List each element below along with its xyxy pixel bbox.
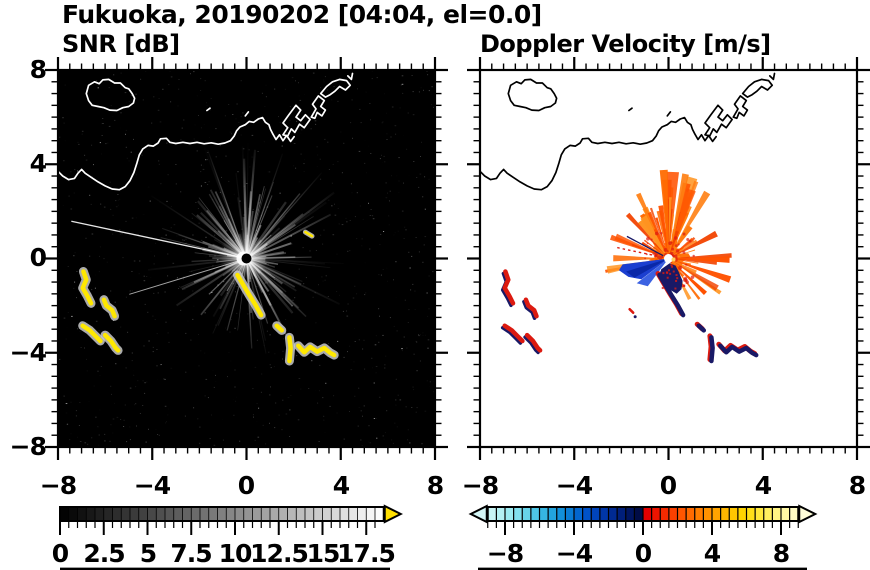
snr-colorbar-label: 10 (218, 539, 253, 568)
snr-colorbar-label: 15 (306, 539, 341, 568)
doppler-panel-subtitle: Doppler Velocity [m/s] (480, 30, 771, 58)
snr-colorbar-label: 17.5 (337, 539, 396, 568)
x-tick-label: 8 (848, 471, 866, 500)
y-tick-label: −4 (9, 338, 47, 367)
doppler-colorbar-label: 0 (634, 539, 652, 568)
snr-panel (58, 70, 435, 447)
snr-colorbar-label: 12.5 (250, 539, 309, 568)
doppler-colorbar-label: 8 (772, 539, 790, 568)
doppler-colorbar-label: 4 (703, 539, 721, 568)
x-tick-label: 8 (426, 471, 444, 500)
figure-title: Fukuoka, 20190202 [04:04, el=0.0] (62, 0, 542, 29)
snr-colorbar-label: 5 (139, 539, 157, 568)
x-tick-label: 0 (237, 471, 255, 500)
doppler-panel (480, 70, 857, 447)
y-tick-label: 8 (29, 55, 47, 84)
snr-colorbar-label: 7.5 (170, 539, 212, 568)
snr-colorbar-label: 2.5 (83, 539, 125, 568)
x-tick-label: −4 (555, 471, 593, 500)
x-tick-label: 4 (754, 471, 772, 500)
y-tick-label: 4 (29, 149, 47, 178)
doppler-colorbar (468, 504, 818, 570)
y-tick-label: 0 (29, 243, 47, 272)
x-tick-label: −8 (39, 471, 77, 500)
y-tick-label: −8 (9, 432, 47, 461)
x-tick-label: −4 (133, 471, 171, 500)
doppler-colorbar-label: −4 (555, 539, 593, 568)
doppler-colorbar-label: −8 (486, 539, 524, 568)
x-tick-label: 4 (332, 471, 350, 500)
snr-panel-subtitle: SNR [dB] (62, 30, 180, 58)
x-tick-label: −8 (461, 471, 499, 500)
x-tick-label: 0 (659, 471, 677, 500)
snr-colorbar-label: 0 (51, 539, 69, 568)
snr-colorbar (59, 504, 403, 570)
